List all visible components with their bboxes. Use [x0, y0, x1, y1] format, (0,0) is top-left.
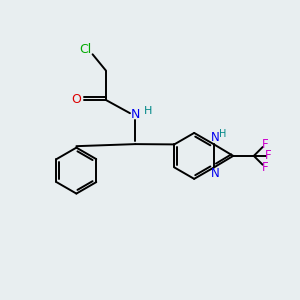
Text: O: O — [71, 93, 81, 106]
Text: N: N — [211, 167, 220, 180]
Text: Cl: Cl — [79, 44, 91, 56]
Text: H: H — [143, 106, 152, 116]
Text: H: H — [219, 129, 226, 139]
Text: N: N — [130, 108, 140, 121]
Text: F: F — [262, 138, 268, 151]
Text: F: F — [262, 160, 268, 174]
Text: F: F — [265, 149, 272, 162]
Text: N: N — [211, 131, 220, 144]
